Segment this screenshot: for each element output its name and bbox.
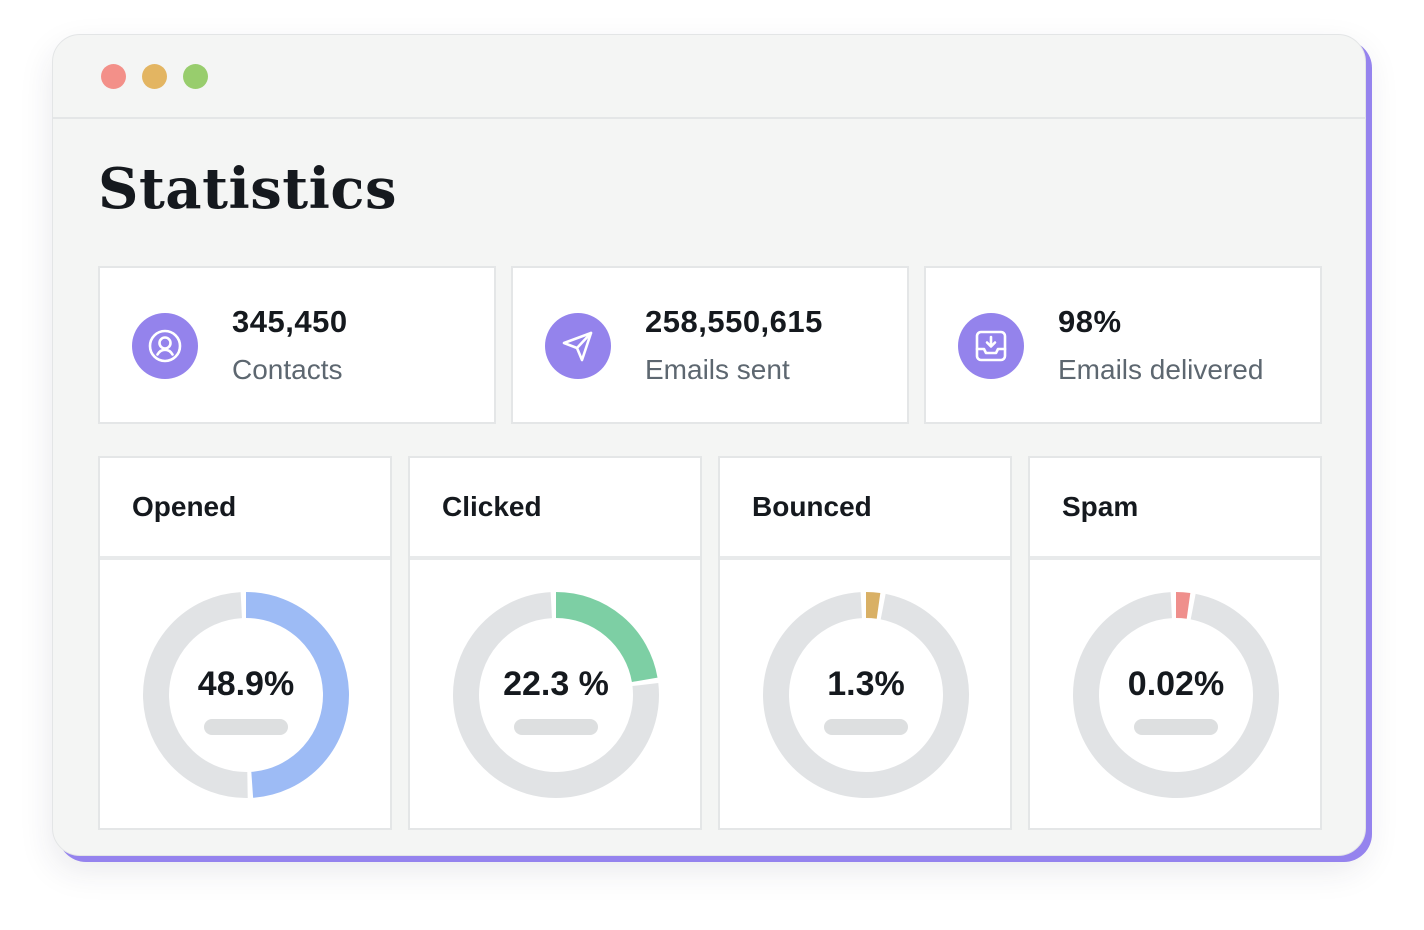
user-circle-icon [132,313,198,379]
donut-value-segment [1175,592,1191,619]
clicked-donut-svg [453,592,659,798]
clicked-donut-chart: 22.3 % [452,591,660,799]
metric-card-opened: Opened 48.9% [98,456,392,830]
emails-delivered-value: 98% [1058,304,1122,339]
donut-track-segment [763,592,969,798]
bounced-donut-svg [763,592,969,798]
window-maximize-button[interactable] [183,64,208,89]
window-titlebar [53,35,1365,119]
emails-sent-value: 258,550,615 [645,304,823,339]
contacts-label: Contacts [232,354,343,385]
metric-card-header: Clicked [410,458,700,560]
opened-donut-chart: 48.9% [142,591,350,799]
donut-value-segment [555,592,658,683]
emails-delivered-label: Emails delivered [1058,354,1264,385]
opened-donut-svg [143,592,349,798]
stat-card-contacts: 345,450 Contacts [98,266,496,424]
opened-title: Opened [132,491,237,522]
contacts-value: 345,450 [232,304,348,339]
donut-track-segment [453,592,659,798]
donut-track-segment [1073,592,1279,798]
placeholder-bar [824,719,908,735]
emails-sent-label: Emails sent [645,354,790,385]
placeholder-bar [514,719,598,735]
stat-card-emails-delivered: 98% Emails delivered [924,266,1322,424]
clicked-percentage: 22.3 % [503,665,609,703]
metric-card-bounced: Bounced 1.3% [718,456,1012,830]
placeholder-bar [1134,719,1218,735]
metric-card-header: Spam [1030,458,1320,560]
donut-value-segment [865,592,881,619]
spam-donut-svg [1073,592,1279,798]
page-title: Statistics [98,156,398,222]
clicked-title: Clicked [442,491,542,522]
opened-percentage: 48.9% [197,665,295,703]
donut-track-segment [143,592,248,798]
window-minimize-button[interactable] [142,64,167,89]
donut-value-segment [245,592,349,798]
placeholder-bar [204,719,288,735]
paper-plane-icon [545,313,611,379]
bounced-percentage: 1.3% [827,665,905,703]
bounced-donut-chart: 1.3% [762,591,970,799]
spam-donut-chart: 0.02% [1072,591,1280,799]
window-close-button[interactable] [101,64,126,89]
app-window: Statistics 345,450 Contacts 258,550,615 … [52,34,1366,856]
metric-card-header: Bounced [720,458,1010,560]
spam-title: Spam [1062,491,1139,522]
bounced-title: Bounced [752,491,872,522]
metric-card-spam: Spam 0.02% [1028,456,1322,830]
spam-percentage: 0.02% [1127,665,1225,703]
metric-card-clicked: Clicked 22.3 % [408,456,702,830]
inbox-download-icon [958,313,1024,379]
stat-card-emails-sent: 258,550,615 Emails sent [511,266,909,424]
metric-card-header: Opened [100,458,390,560]
